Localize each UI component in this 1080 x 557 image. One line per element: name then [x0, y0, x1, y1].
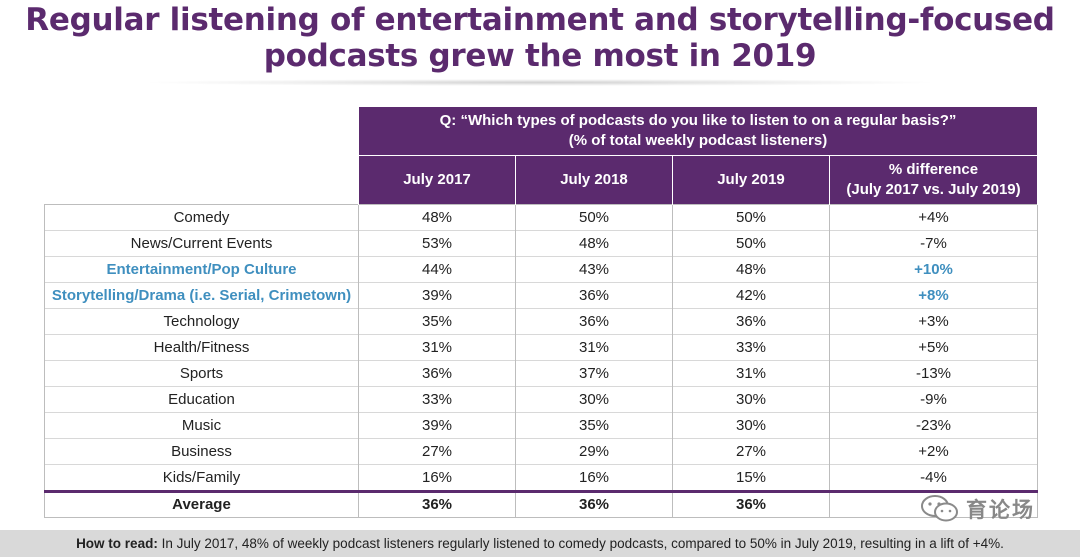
wechat-icon: [921, 495, 958, 522]
cell-2018: 48%: [515, 230, 673, 257]
cell-difference: -4%: [829, 464, 1038, 492]
podcast-genre-table: Q: “Which types of podcasts do you like …: [44, 106, 1038, 518]
row-label: Sports: [44, 360, 359, 387]
table-row: Education 33% 30% 30% -9%: [44, 386, 1038, 413]
table-row: Business 27% 29% 27% +2%: [44, 438, 1038, 465]
row-label: Business: [44, 438, 359, 465]
cell-2019: 42%: [672, 282, 830, 309]
footer-lead: How to read:: [76, 536, 158, 551]
cell-2019: 50%: [672, 230, 830, 257]
cell-2017: 44%: [358, 256, 516, 283]
row-label: Technology: [44, 308, 359, 335]
col-header-difference: % difference (July 2017 vs. July 2019): [829, 155, 1038, 205]
table-row: Comedy 48% 50% 50% +4%: [44, 204, 1038, 231]
row-label: Entertainment/Pop Culture: [44, 256, 359, 283]
average-2017: 36%: [358, 490, 516, 518]
col-header-difference-subtitle: (July 2017 vs. July 2019): [846, 181, 1021, 198]
row-label: Kids/Family: [44, 464, 359, 492]
cell-2018: 37%: [515, 360, 673, 387]
title-line-1: Regular listening of entertainment and s…: [25, 2, 1055, 38]
row-label: News/Current Events: [44, 230, 359, 257]
table-row: Music 39% 35% 30% -23%: [44, 412, 1038, 439]
col-header-difference-title: % difference: [888, 161, 979, 178]
table-row-highlighted: Entertainment/Pop Culture 44% 43% 48% +1…: [44, 256, 1038, 283]
blank-corner: [44, 106, 359, 156]
average-2019: 36%: [672, 490, 830, 518]
table-row: Kids/Family 16% 16% 15% -4%: [44, 464, 1038, 492]
cell-difference: -23%: [829, 412, 1038, 439]
cell-2017: 35%: [358, 308, 516, 335]
table-row-highlighted: Storytelling/Drama (i.e. Serial, Crimeto…: [44, 282, 1038, 309]
title-line-2: podcasts grew the most in 2019: [263, 38, 817, 74]
average-label: Average: [44, 490, 359, 518]
cell-difference: +4%: [829, 204, 1038, 231]
question-text: Q: “Which types of podcasts do you like …: [439, 112, 957, 129]
cell-2017: 53%: [358, 230, 516, 257]
average-2018: 36%: [515, 490, 673, 518]
col-header-2018: July 2018: [515, 155, 673, 205]
footer-text: In July 2017, 48% of weekly podcast list…: [157, 536, 1004, 551]
cell-difference: -7%: [829, 230, 1038, 257]
cell-2019: 30%: [672, 412, 830, 439]
cell-2018: 35%: [515, 412, 673, 439]
cell-2018: 43%: [515, 256, 673, 283]
cell-2019: 31%: [672, 360, 830, 387]
cell-2017: 48%: [358, 204, 516, 231]
cell-2017: 39%: [358, 282, 516, 309]
blank-corner-2: [44, 155, 359, 205]
cell-2019: 50%: [672, 204, 830, 231]
average-row: Average 36% 36% 36%: [44, 490, 1038, 518]
col-header-2019: July 2019: [672, 155, 830, 205]
table-row: Health/Fitness 31% 31% 33% +5%: [44, 334, 1038, 361]
row-label: Health/Fitness: [44, 334, 359, 361]
cell-2019: 48%: [672, 256, 830, 283]
cell-2018: 16%: [515, 464, 673, 492]
cell-2019: 36%: [672, 308, 830, 335]
row-label: Comedy: [44, 204, 359, 231]
col-header-2017: July 2017: [358, 155, 516, 205]
row-label: Storytelling/Drama (i.e. Serial, Crimeto…: [44, 282, 359, 309]
survey-question: Q: “Which types of podcasts do you like …: [358, 106, 1038, 156]
cell-difference: +2%: [829, 438, 1038, 465]
cell-2018: 36%: [515, 308, 673, 335]
cell-difference: -13%: [829, 360, 1038, 387]
cell-2017: 27%: [358, 438, 516, 465]
how-to-read-footer: How to read: In July 2017, 48% of weekly…: [0, 530, 1080, 557]
cell-2017: 16%: [358, 464, 516, 492]
question-row: Q: “Which types of podcasts do you like …: [44, 106, 1038, 156]
cell-2017: 39%: [358, 412, 516, 439]
cell-difference: +5%: [829, 334, 1038, 361]
cell-difference: -9%: [829, 386, 1038, 413]
cell-difference: +8%: [829, 282, 1038, 309]
cell-2018: 36%: [515, 282, 673, 309]
cell-2018: 31%: [515, 334, 673, 361]
table-row: News/Current Events 53% 48% 50% -7%: [44, 230, 1038, 257]
average-difference-empty: [829, 490, 1038, 518]
cell-2018: 29%: [515, 438, 673, 465]
cell-2017: 33%: [358, 386, 516, 413]
cell-2019: 33%: [672, 334, 830, 361]
title-divider: [150, 79, 930, 86]
cell-2017: 31%: [358, 334, 516, 361]
cell-2019: 30%: [672, 386, 830, 413]
table-row: Technology 35% 36% 36% +3%: [44, 308, 1038, 335]
column-header-row: July 2017 July 2018 July 2019 % differen…: [44, 155, 1038, 205]
cell-difference: +3%: [829, 308, 1038, 335]
cell-2018: 30%: [515, 386, 673, 413]
cell-2018: 50%: [515, 204, 673, 231]
row-label: Music: [44, 412, 359, 439]
row-label: Education: [44, 386, 359, 413]
question-subtext: (% of total weekly podcast listeners): [568, 132, 828, 149]
cell-2017: 36%: [358, 360, 516, 387]
table-row: Sports 36% 37% 31% -13%: [44, 360, 1038, 387]
watermark: 育论场: [920, 493, 1035, 525]
cell-2019: 15%: [672, 464, 830, 492]
cell-difference: +10%: [829, 256, 1038, 283]
slide-title: Regular listening of entertainment and s…: [0, 2, 1080, 74]
cell-2019: 27%: [672, 438, 830, 465]
watermark-text: 育论场: [966, 499, 1035, 522]
